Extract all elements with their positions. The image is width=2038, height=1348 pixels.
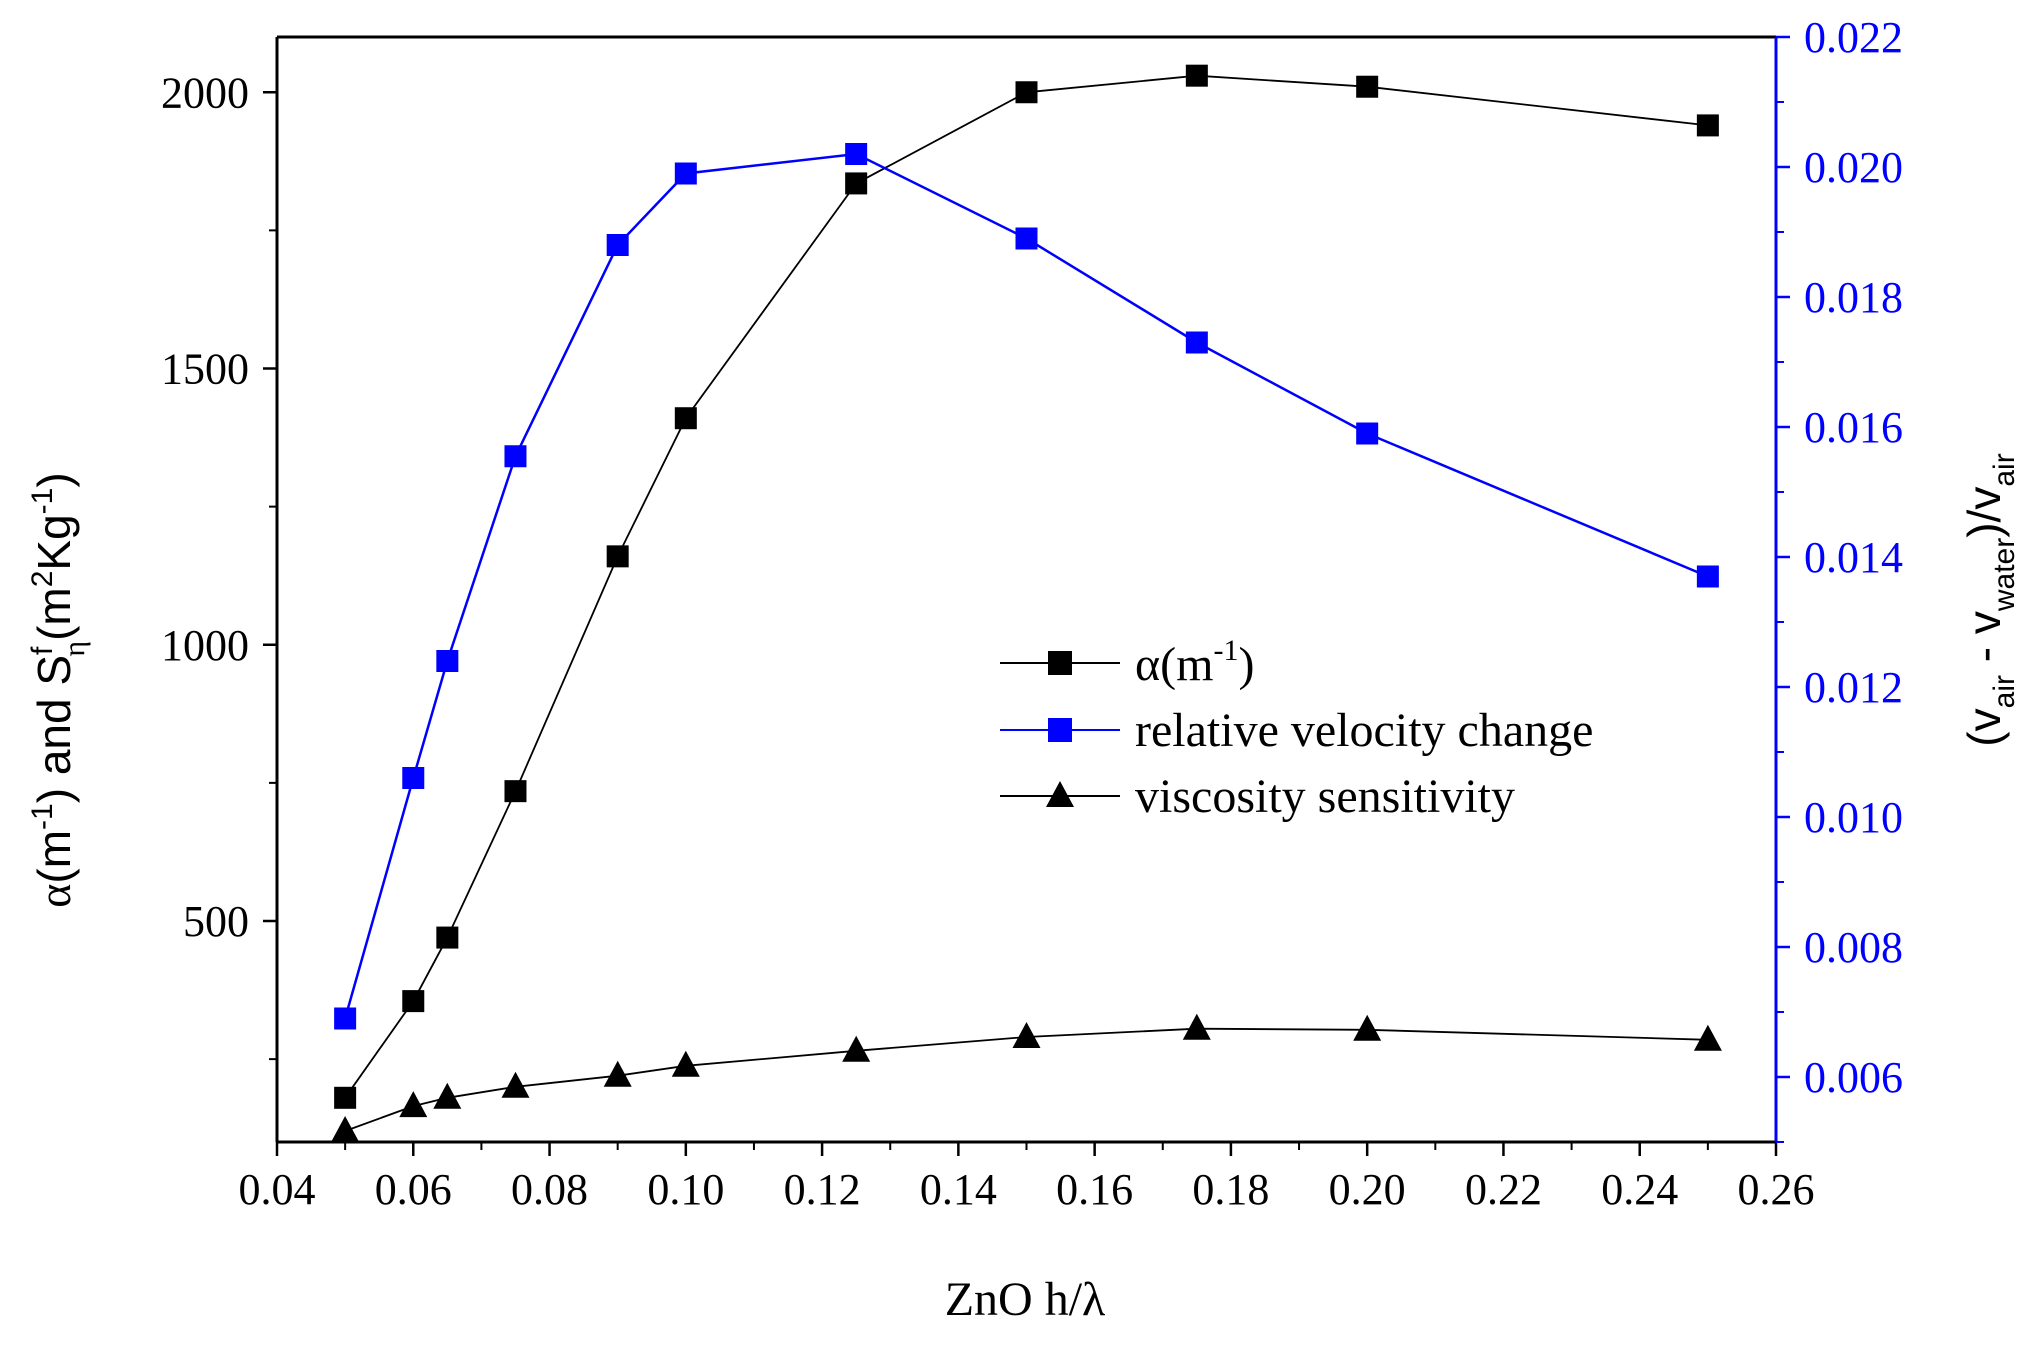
ylabel-left-m-sup: -1	[26, 803, 59, 830]
legend-label-relvel: relative velocity change	[1135, 704, 1593, 757]
point-alpha-9	[1356, 75, 1379, 98]
point-relvel-5	[674, 162, 697, 185]
point-visc-4	[603, 1060, 632, 1087]
point-alpha-10	[1696, 114, 1719, 137]
y-right-tick-label-8: 0.022	[1804, 13, 1903, 62]
ylabel-left-unit-open: (m	[28, 587, 80, 641]
x-tick-label-10: 0.24	[1601, 1165, 1678, 1214]
ylabel-left-unit-sup2: -1	[26, 488, 59, 515]
legend-alpha-close: )	[1238, 638, 1254, 691]
ylabel-right-minus: - v	[1958, 611, 2010, 675]
point-alpha-6	[845, 172, 868, 195]
point-relvel-3	[504, 445, 527, 468]
legend: α(m-1) relative velocity change viscosit…	[1000, 634, 1593, 823]
point-relvel-10	[1696, 565, 1719, 588]
point-alpha-2	[436, 926, 459, 949]
y-right-tick-label-7: 0.020	[1804, 143, 1903, 192]
x-tick-label-3: 0.10	[647, 1165, 724, 1214]
point-alpha-1	[402, 990, 425, 1013]
y-left-tick-label-3: 2000	[161, 68, 249, 117]
point-relvel-6	[845, 143, 868, 165]
ylabel-left-s-sub: η	[58, 641, 91, 657]
point-visc-2	[433, 1082, 462, 1109]
x-tick-label-9: 0.22	[1465, 1165, 1542, 1214]
point-visc-10	[1693, 1024, 1722, 1051]
y-right-tick-label-4: 0.014	[1804, 533, 1903, 582]
legend-alpha-sup: -1	[1213, 634, 1238, 667]
point-visc-7	[1012, 1022, 1041, 1048]
point-relvel-8	[1185, 331, 1208, 354]
y-left-tick-label-1: 1000	[161, 621, 249, 670]
point-relvel-2	[436, 650, 459, 672]
point-relvel-9	[1356, 422, 1379, 445]
point-visc-8	[1182, 1013, 1211, 1040]
legend-label-alpha: α(m-1)	[1135, 634, 1254, 691]
x-tick-label-7: 0.18	[1192, 1165, 1269, 1214]
y-right-tick-label-3: 0.012	[1804, 663, 1903, 712]
x-tick-label-8: 0.20	[1329, 1165, 1406, 1214]
point-alpha-3	[504, 780, 527, 803]
legend-alpha-name: α(m	[1135, 638, 1213, 691]
y-right-tick-label-0: 0.006	[1804, 1053, 1903, 1102]
x-axis-label: ZnO h/λ	[945, 1273, 1106, 1326]
x-tick-label-4: 0.12	[784, 1165, 861, 1214]
tick-marks	[263, 35, 1790, 1156]
point-visc-3	[501, 1071, 530, 1098]
ylabel-left-s-sup: f	[26, 646, 59, 655]
x-tick-label-11: 0.26	[1738, 1165, 1815, 1214]
point-visc-9	[1353, 1014, 1382, 1041]
point-visc-5	[671, 1050, 700, 1077]
y-right-tick-label-6: 0.018	[1804, 273, 1903, 322]
ylabel-left-unit-close: )	[28, 472, 80, 487]
point-alpha-7	[1015, 81, 1038, 104]
ylabel-left-alpha: α	[29, 884, 80, 908]
point-alpha-0	[334, 1086, 357, 1109]
plot-frame	[275, 35, 1778, 1144]
point-relvel-1	[402, 767, 425, 789]
y-right-tick-label-5: 0.016	[1804, 403, 1903, 452]
series-line-relvel	[343, 152, 1709, 1019]
x-tick-label-0: 0.04	[239, 1165, 316, 1214]
legend-marker-alpha	[1048, 651, 1072, 675]
point-relvel-4	[606, 234, 629, 256]
ylabel-right-sub3: air	[1988, 453, 2021, 486]
point-relvel-0	[334, 1007, 357, 1030]
legend-label-visc: viscosity sensitivity	[1135, 770, 1515, 823]
ylabel-right-sub2: water	[1988, 538, 2021, 612]
point-alpha-5	[674, 407, 697, 430]
ylabel-left-unit-sup1: 2	[26, 571, 59, 588]
ylabel-left-unit-mid: Kg	[28, 514, 80, 570]
series-group	[331, 64, 1722, 1142]
y-left-tick-label-2: 1500	[161, 345, 249, 394]
y-axis-label-left: α(m-1) and Sfη(m2Kg-1)	[26, 472, 91, 907]
point-visc-1	[399, 1091, 428, 1118]
y-right-tick-label-2: 0.010	[1804, 793, 1903, 842]
tick-labels: 0.04 0.06 0.08 0.10 0.12 0.14 0.16 0.18 0.20 0.22…	[161, 13, 1903, 1214]
ylabel-right-close: )/v	[1958, 487, 2010, 538]
point-relvel-7	[1015, 227, 1038, 250]
ylabel-right-sub1: air	[1988, 675, 2021, 708]
ylabel-left-and-s: ) and S	[28, 655, 80, 803]
point-visc-0	[331, 1116, 360, 1142]
y-right-tick-label-1: 0.008	[1804, 923, 1903, 972]
x-tick-label-2: 0.08	[511, 1165, 588, 1214]
ylabel-left-m-open: (m	[28, 830, 80, 884]
point-alpha-8	[1185, 64, 1208, 87]
legend-marker-visc	[1046, 781, 1074, 807]
x-tick-label-6: 0.16	[1056, 1165, 1133, 1214]
y-left-tick-label-0: 500	[183, 897, 249, 946]
x-tick-label-1: 0.06	[375, 1165, 452, 1214]
point-visc-6	[842, 1035, 871, 1062]
point-alpha-4	[606, 545, 629, 568]
y-axis-label-right: (vair - vwater)/vair	[1958, 453, 2021, 746]
ylabel-right-open: (v	[1958, 708, 2010, 746]
legend-marker-relvel	[1048, 718, 1072, 742]
x-tick-label-5: 0.14	[920, 1165, 997, 1214]
